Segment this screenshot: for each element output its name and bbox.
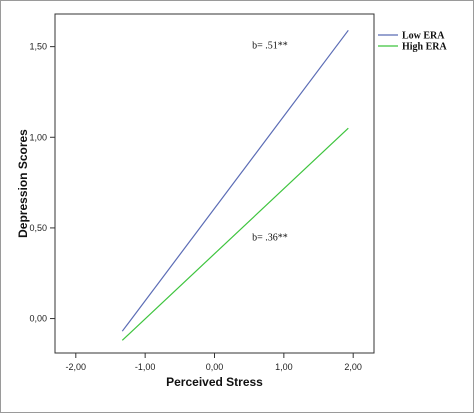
x-tick-label: -1,00 (135, 362, 156, 372)
legend-label: High ERA (402, 42, 448, 53)
legend-label: Low ERA (402, 31, 445, 42)
x-tick-label: 2,00 (344, 362, 362, 372)
y-tick-label: 1,50 (29, 42, 47, 52)
series-layer (121, 29, 349, 341)
slope-annotation: b= .51** (252, 40, 288, 51)
y-tick-label: 1,00 (29, 132, 47, 142)
x-axis-label: Perceived Stress (166, 375, 263, 389)
series-line-0 (121, 29, 349, 332)
series-line-1 (121, 127, 349, 341)
plot-frame (54, 13, 375, 354)
x-tick-label: 1,00 (275, 362, 293, 372)
slope-annotation: b= .36** (252, 233, 288, 244)
annotations-layer: b= .51** b= .36** (252, 40, 288, 243)
y-tick-label: 0,50 (29, 223, 47, 233)
x-tick-label: 0,00 (206, 362, 224, 372)
y-axis-label: Depression Scores (16, 129, 30, 238)
x-tick-label: -2,00 (66, 362, 87, 372)
y-tick-label: 0,00 (29, 314, 47, 324)
ticks-layer: -2,00 -1,00 0,00 1,00 2,00 0,00 0,50 1,00 1,50 (29, 42, 361, 372)
